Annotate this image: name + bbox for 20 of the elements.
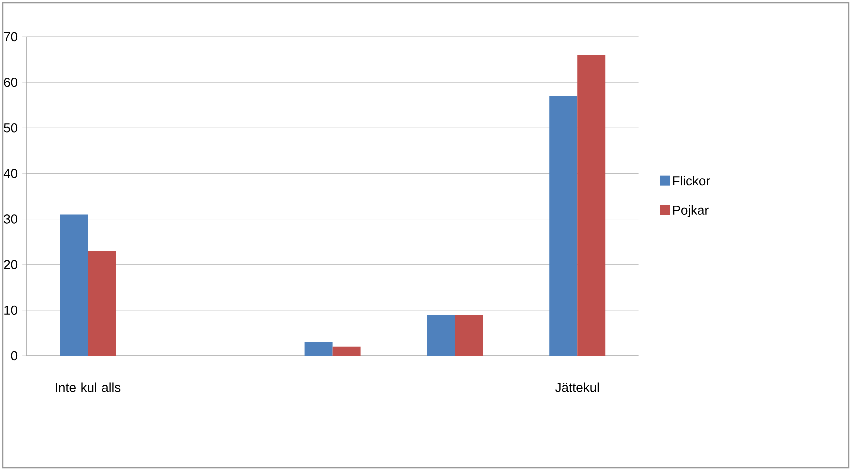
y-tick-label: 0: [11, 351, 18, 361]
x-tick-label: Jättekul: [555, 382, 600, 392]
bar: [88, 251, 116, 356]
bar: [455, 314, 484, 356]
y-tick-label: 30: [4, 214, 18, 224]
bar: [427, 314, 456, 356]
y-tick-label: 10: [4, 306, 18, 315]
bar: [304, 342, 333, 356]
y-tick-label: 70: [4, 32, 18, 42]
y-tick-label: 20: [4, 260, 18, 270]
y-tick-label: 50: [4, 124, 18, 133]
legend-label: Flickor: [673, 176, 710, 186]
bar: [550, 96, 578, 356]
bar: [332, 346, 361, 356]
y-tick-label: 60: [4, 78, 18, 88]
bar: [578, 55, 606, 356]
legend-label: Pojkar: [673, 205, 709, 218]
x-tick-label: Inte kul alls: [56, 382, 121, 392]
bar: [60, 214, 88, 356]
y-tick-label: 40: [4, 169, 18, 178]
